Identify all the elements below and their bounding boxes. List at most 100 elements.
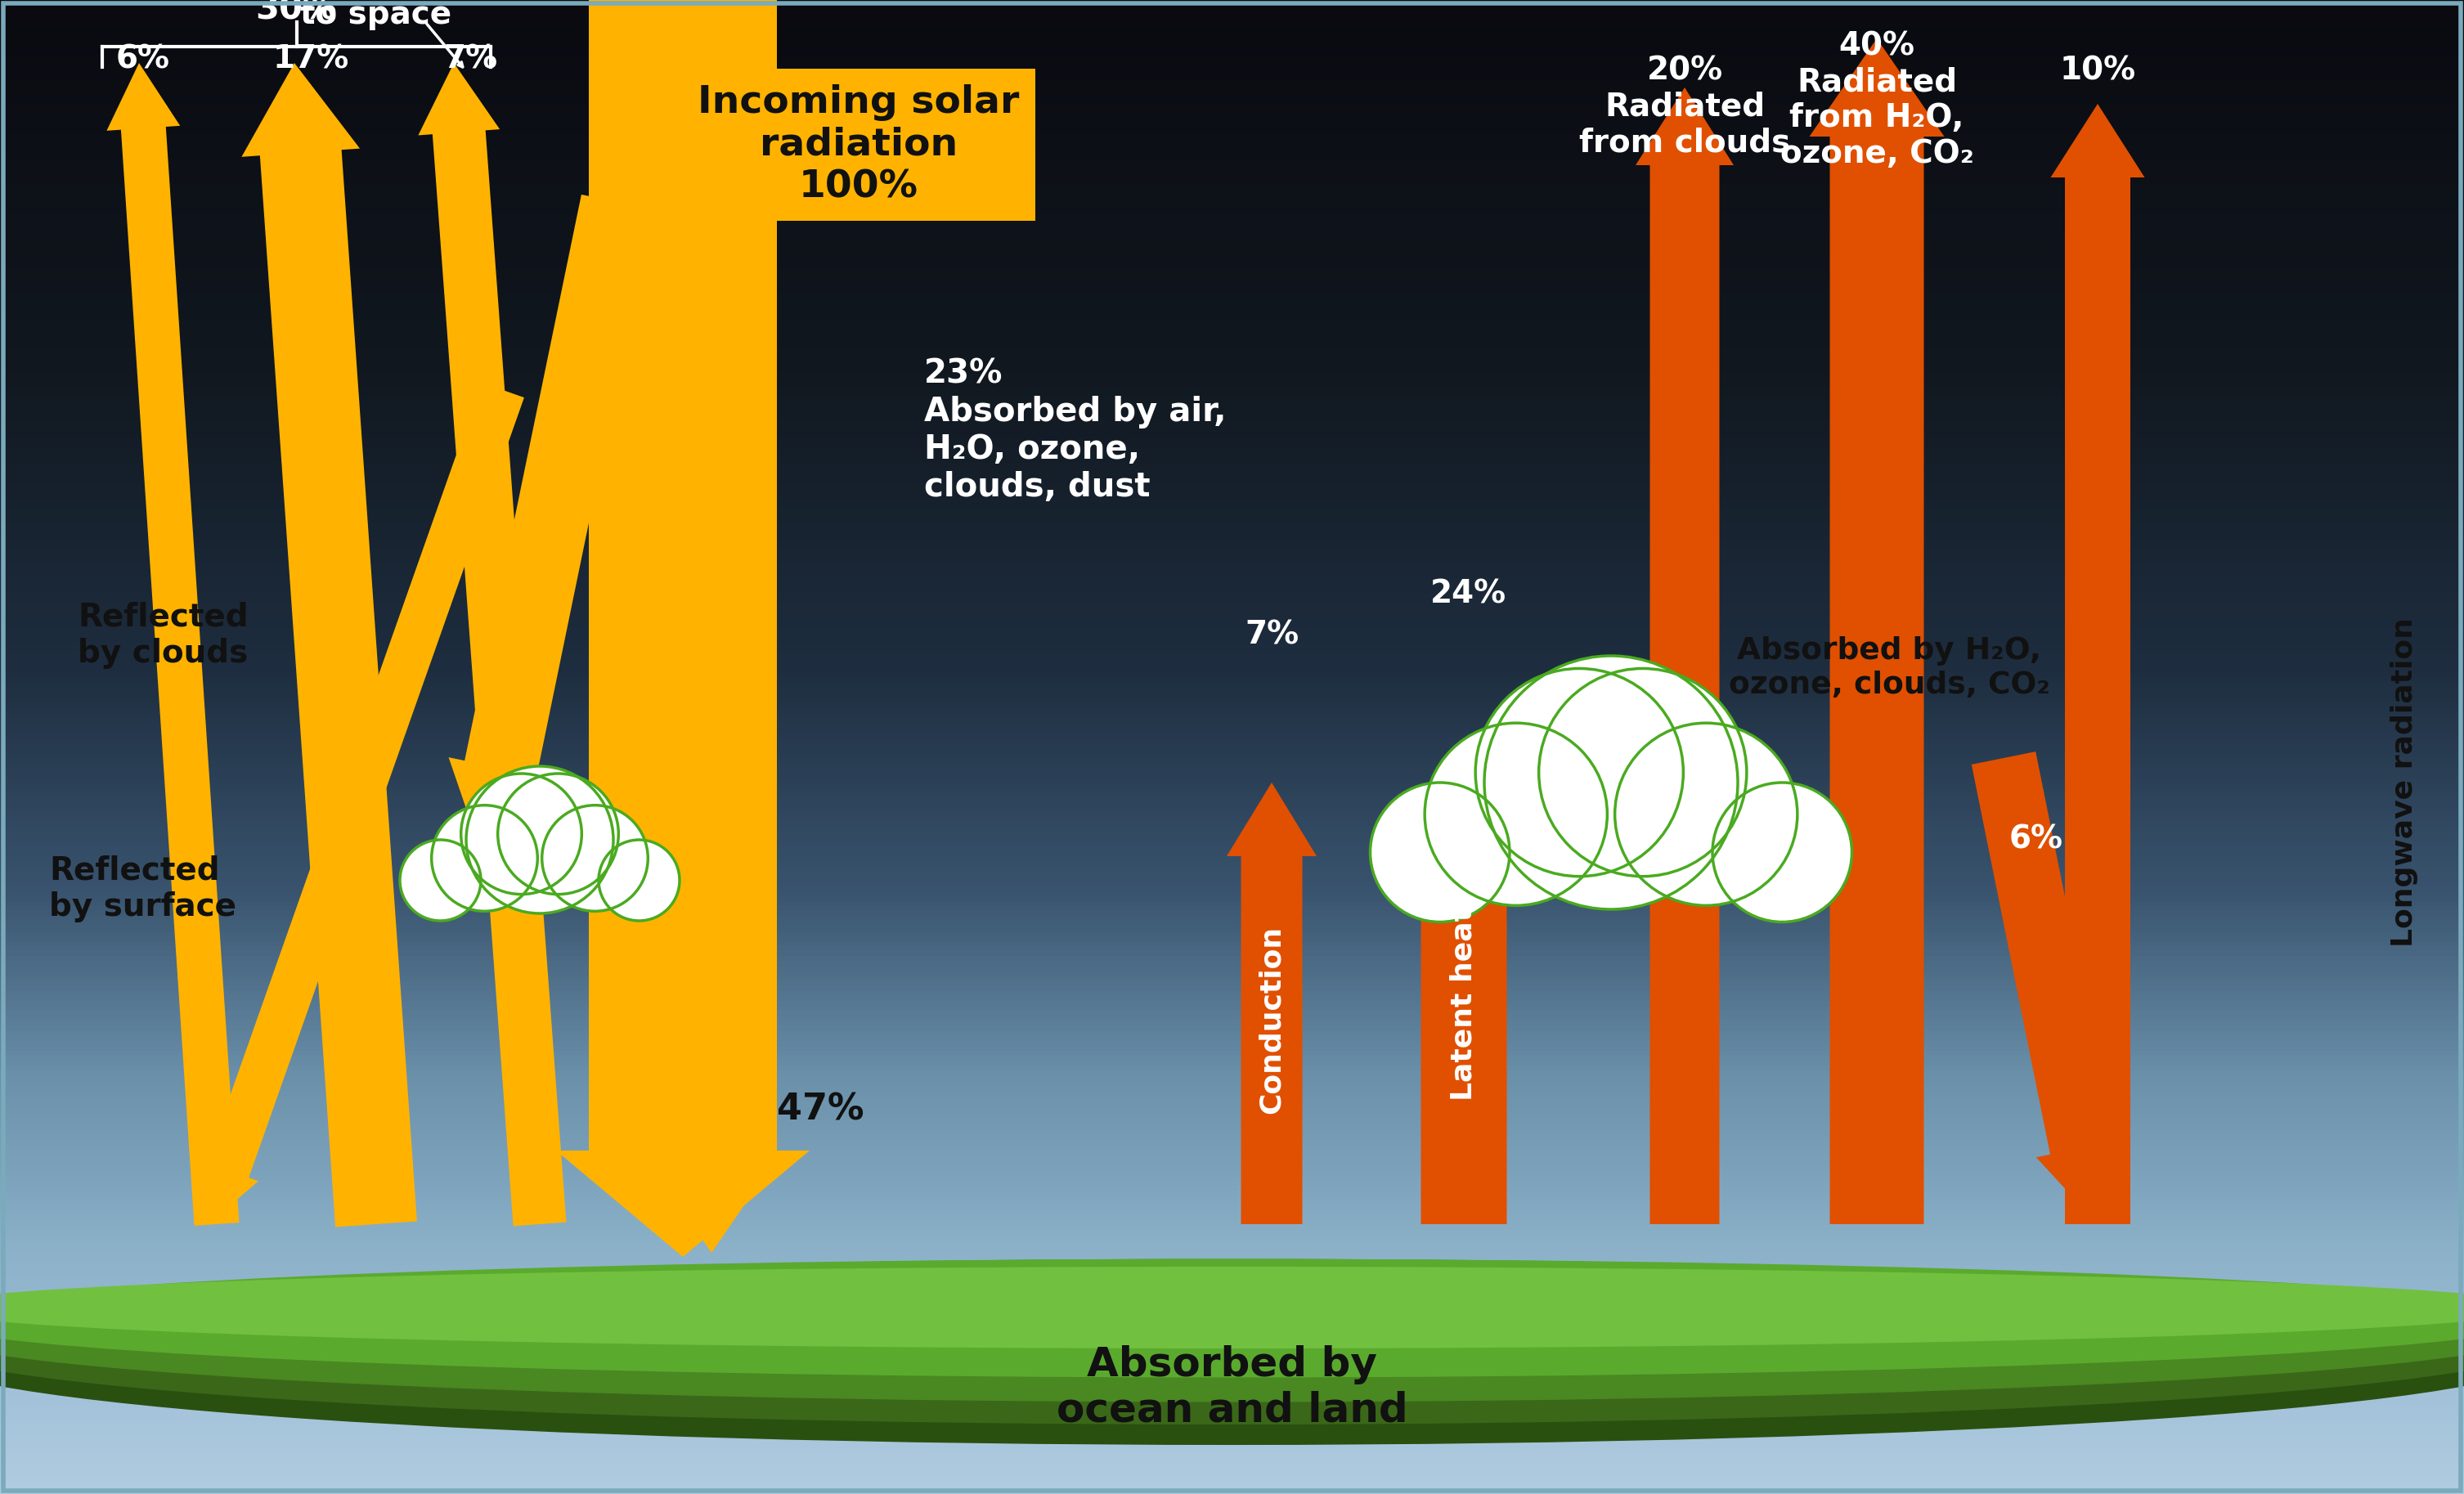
Bar xyxy=(0,946,2464,952)
Bar xyxy=(0,1120,2464,1125)
Bar xyxy=(0,374,2464,378)
Bar xyxy=(0,1101,2464,1106)
Bar xyxy=(0,826,2464,832)
Bar xyxy=(0,498,2464,503)
Bar xyxy=(0,847,2464,852)
Bar xyxy=(0,1374,2464,1379)
Ellipse shape xyxy=(0,1265,2464,1445)
Bar xyxy=(0,100,2464,105)
Bar xyxy=(0,109,2464,115)
Polygon shape xyxy=(1971,751,2129,1224)
Bar xyxy=(0,75,2464,79)
Bar xyxy=(0,1150,2464,1155)
Bar xyxy=(0,538,2464,542)
Bar xyxy=(0,608,2464,613)
Bar xyxy=(0,1071,2464,1076)
Bar xyxy=(0,1191,2464,1195)
Bar xyxy=(0,922,2464,926)
Bar xyxy=(0,578,2464,583)
Bar xyxy=(0,642,2464,647)
Bar xyxy=(0,1165,2464,1170)
Bar xyxy=(0,329,2464,333)
Bar xyxy=(0,971,2464,976)
Bar xyxy=(0,743,2464,747)
Text: Absorbed by H₂O,
ozone, clouds, CO₂: Absorbed by H₂O, ozone, clouds, CO₂ xyxy=(1727,636,2050,699)
Bar xyxy=(0,677,2464,683)
Bar xyxy=(0,399,2464,403)
Bar xyxy=(0,1345,2464,1349)
Bar xyxy=(0,867,2464,871)
Bar xyxy=(0,563,2464,568)
Bar xyxy=(0,10,2464,15)
Bar xyxy=(0,154,2464,160)
Bar xyxy=(0,1325,2464,1330)
Bar xyxy=(0,822,2464,826)
Bar xyxy=(0,348,2464,354)
Bar xyxy=(0,623,2464,627)
Bar xyxy=(0,638,2464,642)
Bar xyxy=(0,418,2464,423)
Bar xyxy=(0,1250,2464,1255)
Text: Longwave radiation: Longwave radiation xyxy=(2390,619,2417,947)
Text: 7%: 7% xyxy=(444,43,498,75)
Bar xyxy=(0,1005,2464,1011)
Text: Reflected
by clouds: Reflected by clouds xyxy=(79,602,249,669)
Bar xyxy=(0,1245,2464,1250)
Bar xyxy=(0,1146,2464,1150)
Bar xyxy=(0,333,2464,339)
Bar xyxy=(0,1061,2464,1065)
Bar xyxy=(0,877,2464,881)
Text: Latent heat: Latent heat xyxy=(1449,907,1478,1100)
Bar xyxy=(0,1230,2464,1236)
Bar xyxy=(0,967,2464,971)
Bar xyxy=(0,1315,2464,1319)
Bar xyxy=(0,1464,2464,1469)
Bar xyxy=(0,811,2464,817)
Bar xyxy=(0,1001,2464,1005)
Bar xyxy=(0,687,2464,692)
Bar xyxy=(0,303,2464,309)
Bar xyxy=(0,1409,2464,1415)
Bar xyxy=(0,518,2464,523)
Bar xyxy=(0,598,2464,602)
Bar xyxy=(0,837,2464,841)
Bar xyxy=(0,344,2464,348)
Polygon shape xyxy=(197,382,525,1224)
Ellipse shape xyxy=(0,1261,2464,1424)
Bar xyxy=(0,235,2464,239)
Bar xyxy=(0,1056,2464,1061)
Bar xyxy=(0,1011,2464,1016)
Bar xyxy=(0,926,2464,931)
Text: 40%
Radiated
from H₂O,
ozone, CO₂: 40% Radiated from H₂O, ozone, CO₂ xyxy=(1779,30,1974,169)
Bar xyxy=(0,587,2464,593)
Bar xyxy=(0,489,2464,493)
Bar xyxy=(0,1210,2464,1215)
Bar xyxy=(0,1200,2464,1206)
Bar xyxy=(0,757,2464,762)
Bar xyxy=(0,717,2464,722)
Bar xyxy=(0,732,2464,737)
Bar xyxy=(0,1285,2464,1289)
Bar xyxy=(0,164,2464,169)
Bar xyxy=(0,907,2464,911)
Text: Conduction: Conduction xyxy=(1257,926,1286,1115)
Circle shape xyxy=(1540,668,1747,877)
Text: Scattered
to space: Scattered to space xyxy=(288,0,463,30)
Bar xyxy=(0,1424,2464,1430)
Bar xyxy=(0,40,2464,45)
Bar xyxy=(0,478,2464,483)
Text: 7%: 7% xyxy=(1244,620,1299,651)
Bar xyxy=(0,1106,2464,1110)
Bar xyxy=(0,841,2464,847)
Bar xyxy=(0,728,2464,732)
Bar xyxy=(0,468,2464,474)
Bar xyxy=(0,279,2464,284)
Bar xyxy=(0,892,2464,896)
Bar xyxy=(0,1086,2464,1091)
Bar xyxy=(0,1454,2464,1460)
Bar xyxy=(0,976,2464,982)
Bar xyxy=(0,613,2464,617)
Bar xyxy=(0,149,2464,154)
Bar xyxy=(0,707,2464,713)
Bar xyxy=(0,273,2464,279)
